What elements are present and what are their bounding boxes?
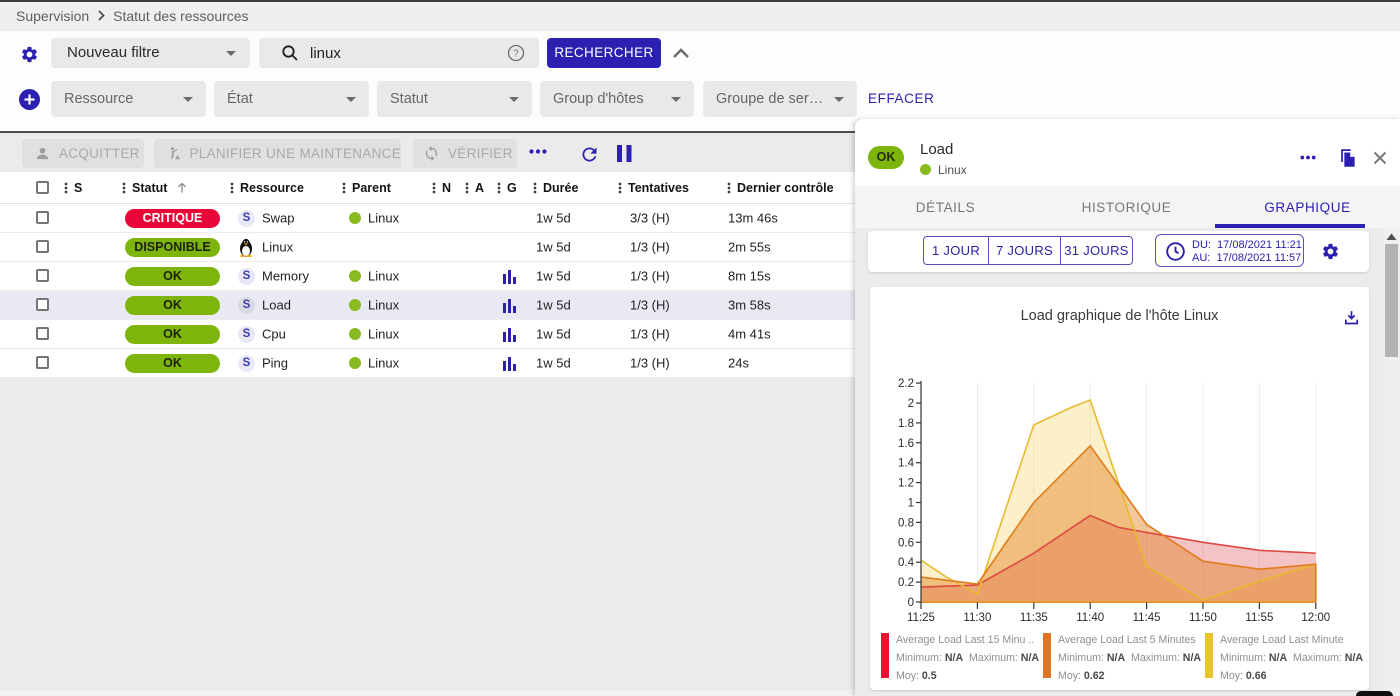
svg-text:0.4: 0.4 — [898, 557, 915, 569]
svg-text:2: 2 — [908, 398, 914, 410]
svg-text:1.2: 1.2 — [898, 478, 914, 490]
svg-text:11:55: 11:55 — [1245, 612, 1273, 624]
svg-text:0.6: 0.6 — [898, 537, 914, 549]
svg-text:11:25: 11:25 — [907, 612, 935, 624]
svg-text:11:50: 11:50 — [1189, 612, 1217, 624]
svg-text:2.2: 2.2 — [898, 378, 914, 390]
svg-text:0.2: 0.2 — [898, 577, 914, 589]
svg-text:0: 0 — [908, 597, 914, 609]
svg-text:1.8: 1.8 — [898, 418, 914, 430]
svg-text:11:30: 11:30 — [963, 612, 991, 624]
svg-text:1.6: 1.6 — [898, 438, 914, 450]
svg-text:0.8: 0.8 — [898, 517, 914, 529]
svg-text:11:45: 11:45 — [1133, 612, 1161, 624]
svg-text:?: ? — [513, 48, 519, 59]
svg-text:12:00: 12:00 — [1301, 612, 1330, 624]
svg-text:11:40: 11:40 — [1076, 612, 1104, 624]
svg-text:1.4: 1.4 — [898, 458, 915, 470]
svg-text:1: 1 — [908, 498, 914, 510]
svg-text:11:35: 11:35 — [1020, 612, 1048, 624]
